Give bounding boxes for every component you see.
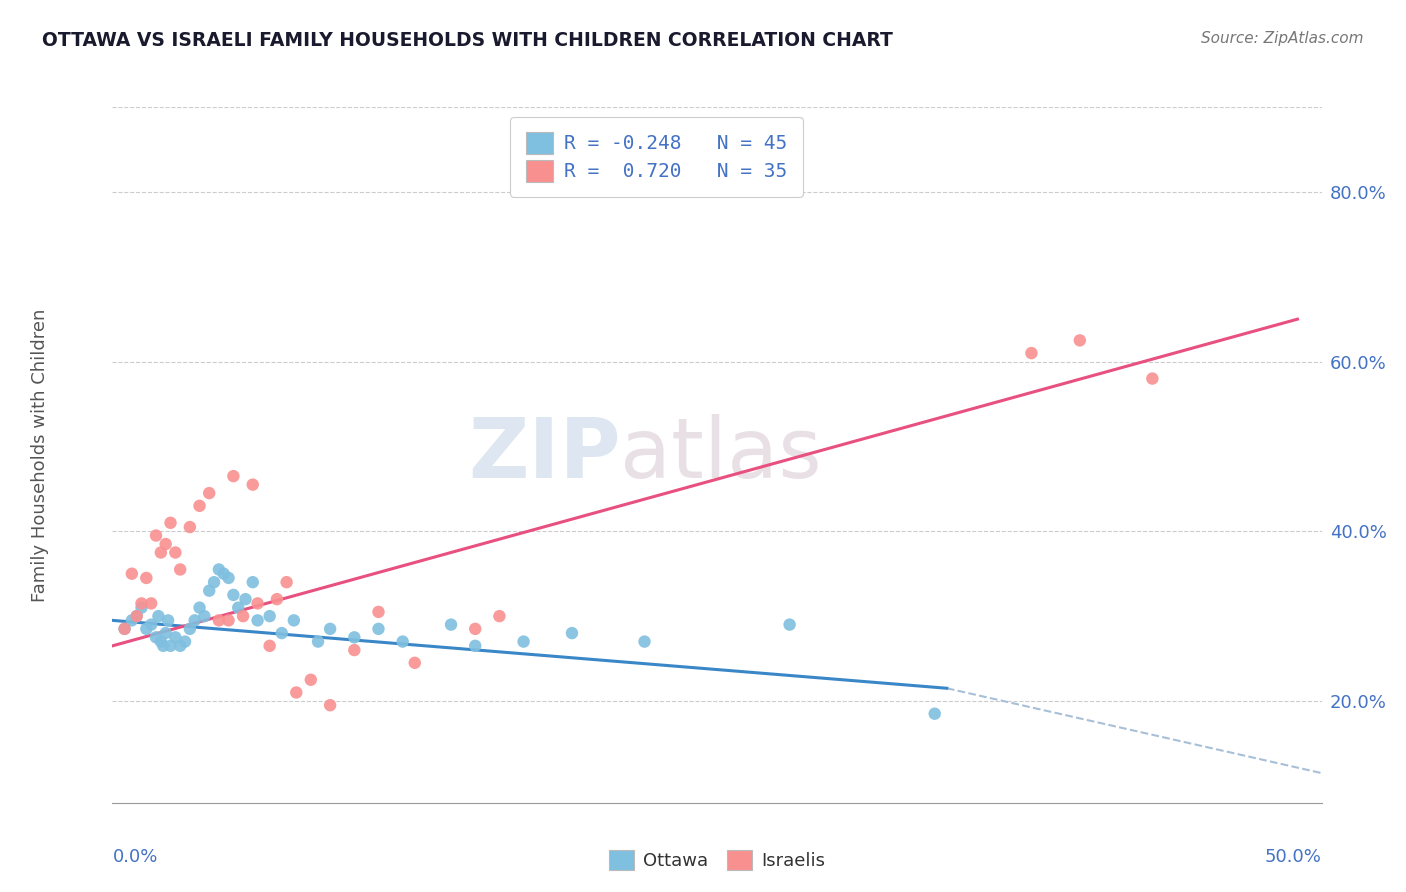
Point: [198, 583, 221, 598]
Point: [270, 626, 292, 640]
Point: [404, 656, 426, 670]
Point: [174, 634, 197, 648]
Point: [212, 566, 235, 581]
Point: [114, 622, 136, 636]
Point: [125, 609, 148, 624]
Point: [145, 528, 167, 542]
Point: [343, 631, 366, 645]
Point: [179, 622, 201, 636]
Text: ZIP: ZIP: [468, 415, 620, 495]
Point: [283, 613, 305, 627]
Point: [633, 634, 655, 648]
Point: [1142, 371, 1164, 385]
Point: [193, 609, 215, 624]
Text: 50.0%: 50.0%: [1265, 848, 1322, 866]
Point: [208, 613, 231, 627]
Legend: Ottawa, Israelis: Ottawa, Israelis: [602, 843, 832, 877]
Point: [924, 706, 946, 721]
Point: [1069, 334, 1091, 348]
Point: [135, 622, 157, 636]
Point: [169, 562, 191, 576]
Point: [141, 596, 163, 610]
Point: [121, 613, 143, 627]
Point: [235, 592, 257, 607]
Point: [242, 575, 264, 590]
Point: [367, 605, 389, 619]
Text: Family Households with Children: Family Households with Children: [31, 309, 49, 601]
Point: [276, 575, 298, 590]
Point: [307, 634, 329, 648]
Point: [218, 613, 240, 627]
Point: [198, 486, 221, 500]
Point: [188, 499, 211, 513]
Point: [149, 634, 172, 648]
Point: [148, 609, 170, 624]
Point: [259, 609, 281, 624]
Point: [266, 592, 288, 607]
Point: [188, 600, 211, 615]
Point: [183, 613, 205, 627]
Point: [152, 639, 174, 653]
Point: [169, 639, 191, 653]
Point: [232, 609, 254, 624]
Point: [343, 643, 366, 657]
Text: 0.0%: 0.0%: [112, 848, 157, 866]
Point: [299, 673, 322, 687]
Point: [285, 685, 308, 699]
Point: [121, 566, 143, 581]
Point: [208, 562, 231, 576]
Point: [222, 588, 245, 602]
Point: [242, 477, 264, 491]
Point: [319, 698, 342, 713]
Point: [464, 622, 486, 636]
Point: [159, 639, 181, 653]
Point: [145, 631, 167, 645]
Point: [165, 545, 187, 559]
Text: Source: ZipAtlas.com: Source: ZipAtlas.com: [1201, 31, 1364, 46]
Point: [141, 617, 163, 632]
Point: [131, 600, 153, 615]
Point: [391, 634, 413, 648]
Point: [131, 596, 153, 610]
Point: [259, 639, 281, 653]
Point: [464, 639, 486, 653]
Point: [246, 613, 269, 627]
Point: [159, 516, 181, 530]
Point: [135, 571, 157, 585]
Point: [367, 622, 389, 636]
Point: [488, 609, 510, 624]
Point: [440, 617, 463, 632]
Point: [165, 631, 187, 645]
Point: [149, 545, 172, 559]
Point: [218, 571, 240, 585]
Point: [779, 617, 801, 632]
Point: [114, 622, 136, 636]
Point: [222, 469, 245, 483]
Point: [512, 634, 534, 648]
Point: [125, 609, 148, 624]
Text: OTTAWA VS ISRAELI FAMILY HOUSEHOLDS WITH CHILDREN CORRELATION CHART: OTTAWA VS ISRAELI FAMILY HOUSEHOLDS WITH…: [42, 31, 893, 50]
Text: atlas: atlas: [620, 415, 823, 495]
Point: [561, 626, 583, 640]
Point: [1021, 346, 1043, 360]
Point: [155, 537, 177, 551]
Point: [226, 600, 249, 615]
Point: [202, 575, 225, 590]
Point: [157, 613, 180, 627]
Point: [246, 596, 269, 610]
Point: [155, 626, 177, 640]
Point: [319, 622, 342, 636]
Point: [179, 520, 201, 534]
